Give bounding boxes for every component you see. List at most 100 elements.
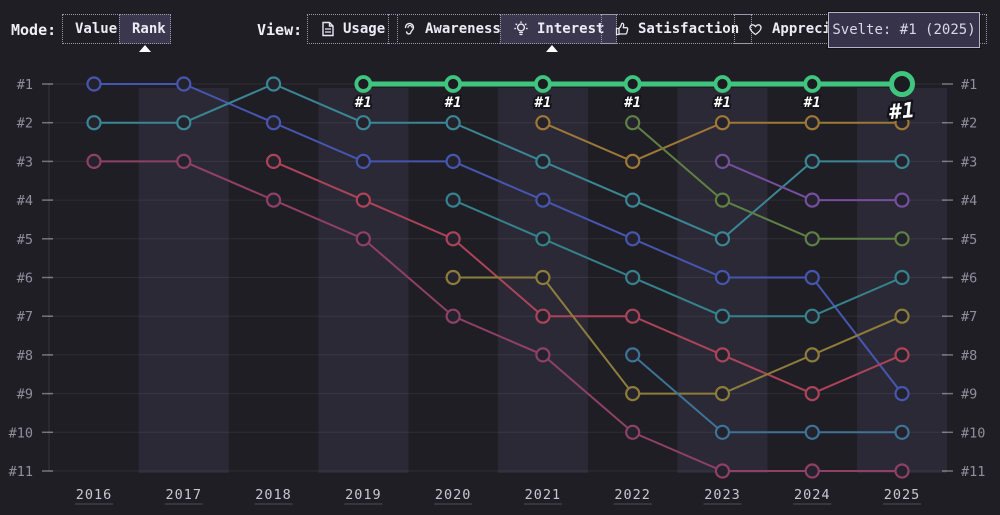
data-point-series-brown[interactable] [894, 115, 910, 131]
data-point-series-teal2[interactable] [804, 308, 820, 324]
data-point-Svelte[interactable] [354, 75, 373, 93]
data-point-series-olive[interactable] [804, 347, 820, 363]
rank-axis-label-left: #9 [17, 387, 33, 403]
year-label[interactable]: 2016 [76, 487, 113, 503]
view-button-satisfaction[interactable]: Satisfaction [601, 14, 753, 44]
data-point-series-teal[interactable] [265, 76, 282, 92]
data-point-series-olive[interactable] [625, 386, 641, 402]
rank-axis-label-left: #7 [17, 309, 33, 325]
data-point-Svelte[interactable] [713, 75, 732, 93]
year-label[interactable]: 2019 [345, 487, 382, 503]
data-point-series-blue[interactable] [355, 153, 371, 169]
data-point-series-crimson[interactable] [714, 347, 731, 363]
data-point-series-olive[interactable] [714, 386, 731, 402]
data-point-series-crimson[interactable] [804, 386, 820, 402]
data-point-series-steel[interactable] [804, 424, 820, 440]
view-button-usage[interactable]: Usage [307, 14, 399, 44]
data-point-series-teal[interactable] [535, 153, 551, 169]
data-point-Svelte[interactable] [534, 75, 552, 93]
data-point-series-blue[interactable] [625, 231, 641, 247]
data-point-series-crimson[interactable] [355, 192, 371, 208]
data-point-series-teal[interactable] [445, 115, 461, 131]
data-point-series-teal[interactable] [714, 231, 731, 247]
rank-axis-label-left: #2 [17, 116, 33, 132]
data-point-series-moss[interactable] [625, 115, 641, 131]
data-point-series-maroon[interactable] [625, 424, 641, 440]
view-button-awareness[interactable]: Awareness [388, 14, 514, 44]
data-point-series-olive[interactable] [535, 269, 551, 286]
data-point-series-teal2[interactable] [535, 231, 551, 247]
data-point-series-maroon[interactable] [176, 153, 192, 169]
data-point-series-steel[interactable] [714, 424, 731, 440]
data-point-series-maroon[interactable] [445, 308, 461, 324]
data-point-series-brown[interactable] [535, 115, 551, 131]
data-point-series-olive[interactable] [894, 308, 910, 324]
data-point-series-maroon[interactable] [355, 231, 371, 247]
year-label[interactable]: 2020 [435, 487, 472, 503]
data-point-series-maroon[interactable] [894, 463, 910, 479]
year-label[interactable]: 2018 [255, 487, 292, 503]
data-point-series-crimson[interactable] [445, 231, 461, 247]
data-point-Svelte[interactable] [444, 75, 463, 93]
data-point-series-purple[interactable] [894, 192, 910, 208]
lightbulb-icon [514, 21, 528, 36]
data-point-series-crimson[interactable] [535, 308, 551, 324]
data-point-series-purple[interactable] [804, 192, 820, 208]
data-point-series-blue[interactable] [176, 76, 192, 92]
data-point-series-maroon[interactable] [86, 153, 102, 169]
data-point-series-crimson[interactable] [265, 153, 282, 169]
data-point-Svelte[interactable] [889, 71, 916, 97]
data-point-series-crimson[interactable] [894, 347, 910, 363]
data-point-series-brown[interactable] [625, 153, 641, 169]
data-point-series-blue[interactable] [714, 269, 731, 286]
data-point-series-crimson[interactable] [625, 308, 641, 324]
data-point-series-brown[interactable] [804, 115, 820, 131]
data-point-series-teal[interactable] [625, 192, 641, 208]
series-line-series-crimson [272, 160, 904, 395]
data-point-series-teal[interactable] [894, 153, 910, 169]
data-point-series-blue[interactable] [535, 192, 551, 208]
data-point-series-teal2[interactable] [625, 269, 641, 286]
data-point-series-purple[interactable] [714, 153, 731, 169]
view-button-interest[interactable]: Interest [500, 14, 618, 44]
mode-button-rank[interactable]: Rank [119, 14, 171, 44]
rank-axis-label-right: #3 [961, 154, 977, 170]
data-point-series-teal[interactable] [355, 115, 371, 131]
data-point-series-teal2[interactable] [445, 192, 461, 208]
data-point-series-teal[interactable] [176, 115, 192, 131]
year-label[interactable]: 2022 [614, 487, 651, 503]
data-point-series-maroon[interactable] [804, 463, 820, 479]
data-point-series-moss[interactable] [894, 231, 910, 247]
data-point-series-olive[interactable] [445, 269, 461, 286]
year-label[interactable]: 2017 [166, 487, 203, 503]
year-label[interactable]: 2021 [525, 487, 562, 503]
data-point-Svelte[interactable] [623, 75, 642, 93]
data-point-series-blue[interactable] [804, 269, 820, 286]
data-point-series-teal[interactable] [804, 153, 820, 169]
rank-one-label: #1 [623, 95, 641, 111]
data-point-series-moss[interactable] [804, 231, 820, 247]
data-point-series-maroon[interactable] [535, 347, 551, 363]
data-point-series-teal[interactable] [86, 115, 102, 131]
data-point-series-maroon[interactable] [265, 192, 282, 208]
data-point-series-blue[interactable] [445, 153, 461, 169]
data-point-series-teal2[interactable] [894, 269, 910, 286]
data-point-series-steel[interactable] [625, 347, 641, 363]
data-point-series-brown[interactable] [714, 115, 731, 131]
data-point-series-blue[interactable] [894, 386, 910, 402]
data-point-series-blue[interactable] [86, 76, 102, 92]
data-point-series-blue[interactable] [265, 115, 282, 131]
data-point-series-steel[interactable] [894, 424, 910, 440]
data-point-series-moss[interactable] [714, 192, 731, 208]
data-point-series-teal2[interactable] [714, 308, 731, 324]
rank-axis-label-right: #5 [961, 232, 977, 248]
data-point-Svelte[interactable] [803, 75, 822, 93]
year-label[interactable]: 2025 [884, 487, 921, 503]
rank-axis-label-right: #9 [961, 387, 977, 403]
year-band [318, 88, 409, 473]
year-label[interactable]: 2024 [794, 487, 831, 503]
data-point-series-maroon[interactable] [714, 463, 731, 479]
hover-tooltip: Svelte: #1 (2025) [828, 12, 980, 48]
rank-axis-label-left: #3 [17, 154, 33, 170]
year-label[interactable]: 2023 [704, 487, 741, 503]
